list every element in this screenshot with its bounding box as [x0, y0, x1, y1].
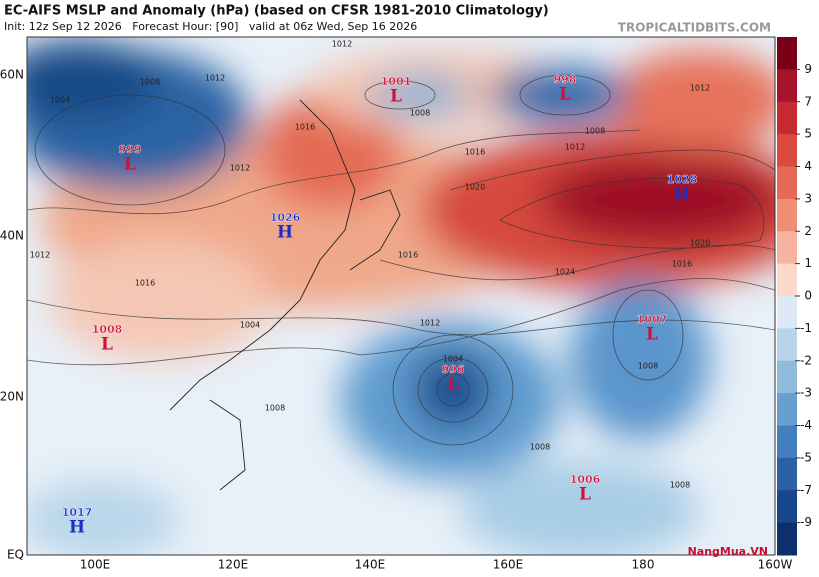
subtitle: Init: 12z Sep 12 2026 Forecast Hour: [90…	[4, 20, 417, 33]
map-frame	[26, 36, 776, 556]
contour-label: 1004	[240, 321, 260, 330]
colorbar-label: -7	[800, 483, 812, 497]
center-value: 1026	[270, 211, 301, 224]
lon-label: 120E	[218, 558, 249, 572]
center-type: L	[646, 325, 658, 345]
center-value: 1017	[62, 506, 93, 519]
colorbar-cell	[777, 425, 797, 459]
colorbar-label: -2	[800, 353, 812, 367]
contour-label: 1008	[638, 362, 658, 371]
lat-label: 40N	[0, 229, 24, 243]
contour-label: 1016	[672, 260, 692, 269]
colorbar-cell	[777, 296, 797, 329]
lon-label: 140E	[355, 558, 386, 572]
colorbar-cell	[777, 101, 797, 135]
center-value: 998	[554, 73, 577, 86]
center-value: 1028	[667, 173, 698, 186]
colorbar-label: -9	[800, 515, 812, 529]
contour-label: 1004	[50, 96, 70, 105]
center-type: H	[674, 185, 690, 205]
contour-label: 1008	[670, 481, 690, 490]
colorbar-label: 2	[804, 224, 812, 238]
center-value: 999	[119, 143, 142, 156]
contour-label: 1004	[443, 355, 463, 364]
map-field	[27, 37, 775, 555]
colorbar-label: 0	[804, 289, 812, 303]
colorbar-cell	[777, 198, 797, 232]
contour-label: 1012	[332, 40, 352, 49]
contour-label: 1012	[565, 143, 585, 152]
contour-label: 1020	[465, 183, 485, 192]
title: EC-AIFS MSLP and Anomaly (hPa) (based on…	[4, 4, 549, 19]
colorbar: 9 7 5 4 3 2 1 0 -1 -2 -3 -4 -5 -7 -9	[777, 37, 812, 556]
colorbar-cell	[777, 69, 797, 103]
center-value: 1008	[92, 323, 123, 336]
colorbar-cell	[777, 166, 797, 200]
colorbar-label: 3	[804, 191, 812, 205]
contour-label: 1012	[205, 74, 225, 83]
colorbar-cell	[777, 263, 797, 297]
center-type: L	[579, 485, 591, 505]
contour-label: 1008	[530, 443, 550, 452]
center-type: L	[559, 85, 571, 105]
center-type: L	[390, 87, 402, 107]
center-value: 1007	[637, 313, 668, 326]
colorbar-label: -5	[800, 450, 812, 464]
colorbar-label: -3	[800, 386, 812, 400]
contour-label: 1008	[265, 404, 285, 413]
colorbar-label: 4	[804, 159, 812, 173]
contour-label: 1024	[555, 268, 575, 277]
colorbar-label: 9	[804, 62, 812, 76]
lon-label: 100E	[80, 558, 111, 572]
colorbar-cell	[777, 457, 797, 491]
contour-label: 1016	[465, 148, 485, 157]
contour-label: 1012	[420, 319, 440, 328]
colorbar-cell	[777, 490, 797, 524]
contour-label: 1012	[690, 84, 710, 93]
colorbar-cell	[777, 393, 797, 426]
contour-label: 1012	[230, 164, 250, 173]
colorbar-cell	[777, 360, 797, 394]
contour-label: 1008	[585, 127, 605, 136]
lat-label: 20N	[0, 390, 24, 404]
center-type: L	[101, 335, 113, 355]
center-value: 1001	[381, 75, 412, 88]
colorbar-label: 5	[804, 127, 812, 141]
colorbar-cell	[777, 231, 797, 265]
contour-label: 1016	[295, 123, 315, 132]
lon-label: 160E	[493, 558, 524, 572]
contour-label: 1012	[30, 251, 50, 260]
colorbar-cell	[777, 522, 797, 556]
contour-label: 1016	[398, 251, 418, 260]
logo: NangMua.VN	[688, 545, 768, 558]
colorbar-cell	[777, 328, 797, 362]
colorbar-label: -4	[800, 418, 812, 432]
center-type: L	[124, 155, 136, 175]
center-value: 1006	[570, 473, 601, 486]
contour-label: 1008	[140, 78, 160, 87]
center-type: L	[447, 375, 459, 395]
lat-label: EQ	[7, 548, 24, 562]
site-name: TROPICALTIDBITS.COM	[618, 21, 771, 35]
lon-label: 180	[632, 558, 655, 572]
center-value: 996	[442, 363, 465, 376]
colorbar-label: -1	[800, 321, 812, 335]
center-type: H	[277, 223, 293, 243]
colorbar-label: 7	[804, 94, 812, 108]
colorbar-cell	[777, 134, 797, 167]
colorbar-cell	[777, 37, 797, 70]
colorbar-label: 1	[804, 256, 812, 270]
lon-label: 160W	[758, 558, 793, 572]
center-type: H	[69, 518, 85, 538]
contour-label: 1016	[135, 279, 155, 288]
contour-label: 1020	[690, 239, 710, 248]
lat-label: 60N	[0, 68, 24, 82]
contour-label: 1008	[410, 109, 430, 118]
